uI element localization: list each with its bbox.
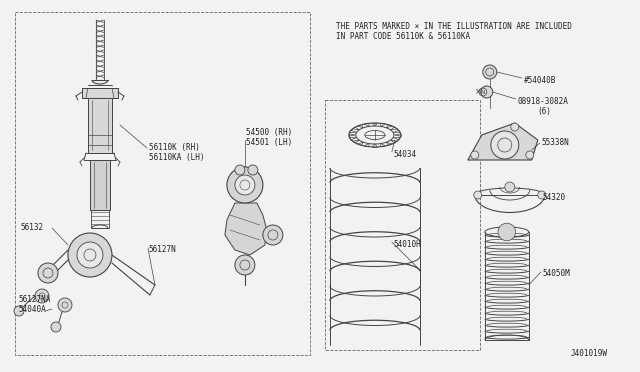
Text: IN PART CODE 56110K & 56110KA: IN PART CODE 56110K & 56110KA [336, 32, 470, 41]
Text: J401019W: J401019W [571, 349, 608, 358]
Circle shape [491, 131, 519, 159]
Text: 54320: 54320 [543, 193, 566, 202]
Bar [325, 100, 480, 350]
Circle shape [474, 191, 482, 199]
Text: 54500 (RH): 54500 (RH) [246, 128, 292, 137]
Circle shape [235, 255, 255, 275]
Circle shape [483, 65, 497, 79]
Text: 55338N: 55338N [542, 138, 570, 147]
Circle shape [263, 225, 283, 245]
Circle shape [471, 151, 479, 159]
Bar [88, 98, 112, 153]
Circle shape [511, 123, 519, 131]
Text: 54050M: 54050M [543, 269, 570, 278]
Bar [90, 160, 110, 210]
Bar [91, 210, 109, 228]
Bar [82, 88, 118, 98]
Polygon shape [468, 123, 538, 160]
Circle shape [58, 298, 72, 312]
Circle shape [538, 191, 546, 199]
Text: 54040A: 54040A [18, 305, 45, 314]
Text: 54034: 54034 [394, 150, 417, 159]
Bar [15, 12, 310, 355]
Circle shape [14, 306, 24, 316]
Circle shape [38, 263, 58, 283]
Circle shape [235, 175, 255, 195]
Circle shape [227, 167, 263, 203]
Text: 54010H: 54010H [394, 240, 422, 249]
Text: 56110K (RH): 56110K (RH) [149, 143, 200, 152]
Text: 54501 (LH): 54501 (LH) [246, 138, 292, 147]
Polygon shape [225, 203, 267, 255]
Circle shape [35, 289, 49, 303]
Circle shape [481, 86, 493, 98]
Text: #54040B: #54040B [524, 76, 556, 85]
Circle shape [235, 165, 245, 175]
Text: 08918-3082A: 08918-3082A [518, 97, 569, 106]
Circle shape [77, 242, 103, 268]
Text: 56127NA: 56127NA [18, 295, 51, 304]
Text: ×: × [476, 87, 483, 96]
Text: (6): (6) [538, 107, 552, 116]
Circle shape [51, 322, 61, 332]
Text: N: N [481, 90, 485, 94]
Circle shape [498, 223, 516, 241]
Circle shape [526, 151, 534, 159]
Text: 56127N: 56127N [149, 245, 177, 254]
Text: 56110KA (LH): 56110KA (LH) [149, 153, 204, 162]
Text: 56132: 56132 [20, 223, 43, 232]
Circle shape [505, 182, 515, 192]
Circle shape [68, 233, 112, 277]
Text: THE PARTS MARKED × IN THE ILLUSTRATION ARE INCLUDED: THE PARTS MARKED × IN THE ILLUSTRATION A… [336, 22, 572, 31]
Circle shape [248, 165, 258, 175]
